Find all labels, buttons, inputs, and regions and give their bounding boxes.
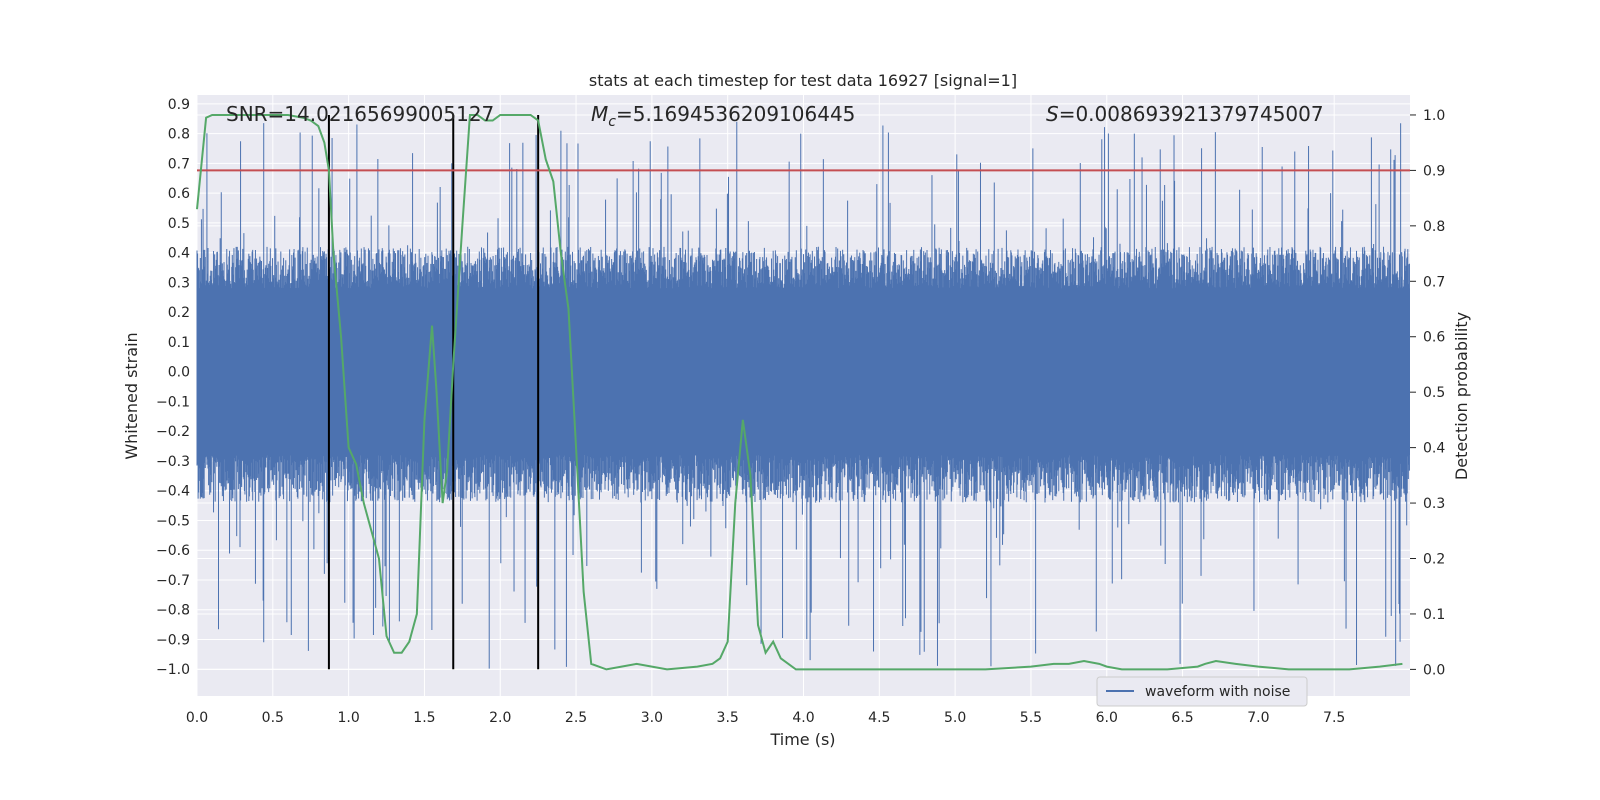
- waveform-trace: [196, 121, 1410, 669]
- y-tick-label: 0.3: [168, 275, 190, 291]
- y-tick-label: 0.7: [168, 156, 190, 172]
- x-tick-label: 3.0: [641, 710, 663, 726]
- x-tick-label: 5.0: [944, 710, 966, 726]
- y-right-tick-label: 0.3: [1423, 496, 1445, 512]
- x-tick-label: 4.0: [792, 710, 814, 726]
- left-y-axis-ticks: 0.9 0.8 0.7 0.6 0.5 0.4 0.3 0.2 0.1 0.0 −0.1 −0.2 −0…: [156, 97, 190, 678]
- chirp-mass-annotation: Mc=5.1694536209106445: [591, 102, 855, 130]
- x-tick-label: 5.5: [1020, 710, 1042, 726]
- y-right-tick-label: 0.5: [1423, 385, 1445, 401]
- y-tick-label: 0.2: [168, 305, 190, 321]
- y-axis-label-left: Whitened strain: [122, 332, 141, 459]
- y-tick-label: 0.5: [168, 216, 190, 232]
- x-tick-label: 1.0: [337, 710, 359, 726]
- x-axis-ticks: 0.0 0.5 1.0 1.5 2.0 2.5 3.0 3.5 4.0 4.5 5.0 5.5 6.0 6…: [186, 710, 1345, 726]
- detection-probability-line: [196, 113, 1403, 671]
- legend: waveform with noise: [1096, 676, 1308, 707]
- y-tick-label: 0.4: [168, 246, 190, 262]
- x-tick-label: 2.5: [565, 710, 587, 726]
- y-tick-label: 0.6: [168, 186, 190, 202]
- x-tick-label: 1.5: [413, 710, 435, 726]
- y-tick-label: −0.2: [156, 424, 190, 440]
- y-tick-label: −0.8: [156, 603, 190, 619]
- y-right-tick-label: 1.0: [1423, 108, 1445, 124]
- y-tick-label: −0.3: [156, 454, 190, 470]
- y-right-tick-label: 0.4: [1423, 441, 1445, 457]
- y-tick-label: −0.4: [156, 484, 190, 500]
- y-right-tick-label: 0.0: [1423, 662, 1445, 678]
- y-right-tick-label: 0.7: [1423, 274, 1445, 290]
- x-axis-label: Time (s): [769, 730, 835, 749]
- x-tick-label: 0.0: [186, 710, 208, 726]
- waveform-with-noise-series: [196, 121, 1410, 669]
- y-right-tick-label: 0.2: [1423, 552, 1445, 568]
- snr-annotation: SNR=14.02165699005127: [226, 102, 494, 126]
- y-tick-label: −0.6: [156, 543, 190, 559]
- y-right-tick-label: 0.8: [1423, 219, 1445, 235]
- y-right-tick-label: 0.6: [1423, 330, 1445, 346]
- chart-title: stats at each timestep for test data 169…: [589, 71, 1017, 90]
- y-tick-label: −0.9: [156, 632, 190, 648]
- y-tick-label: −0.1: [156, 394, 190, 410]
- legend-box: [1096, 676, 1308, 707]
- y-tick-label: −1.0: [156, 662, 190, 678]
- x-tick-label: 6.0: [1096, 710, 1118, 726]
- x-tick-label: 2.0: [489, 710, 511, 726]
- y-tick-label: −0.7: [156, 573, 190, 589]
- y-tick-label: 0.9: [168, 97, 190, 113]
- legend-label: waveform with noise: [1145, 684, 1290, 700]
- x-tick-label: 4.5: [868, 710, 890, 726]
- y-tick-label: 0.1: [168, 335, 190, 351]
- x-tick-label: 3.5: [717, 710, 739, 726]
- event-markers: [327, 114, 540, 670]
- right-y-axis-ticks: 1.0 0.9 0.8 0.7 0.6 0.5 0.4 0.3 0.2 0.1 0.0: [1410, 108, 1445, 678]
- x-tick-label: 0.5: [262, 710, 284, 726]
- y-tick-label: −0.5: [156, 513, 190, 529]
- y-right-tick-label: 0.9: [1423, 163, 1445, 179]
- s-annotation: S=0.008693921379745007: [1046, 102, 1324, 126]
- y-tick-label: 0.8: [168, 127, 190, 143]
- y-axis-label-right: Detection probability: [1452, 312, 1471, 480]
- y-right-tick-label: 0.1: [1423, 607, 1445, 623]
- x-tick-label: 7.0: [1247, 710, 1269, 726]
- y-tick-label: 0.0: [168, 365, 190, 381]
- x-tick-label: 7.5: [1323, 710, 1345, 726]
- x-tick-label: 6.5: [1171, 710, 1193, 726]
